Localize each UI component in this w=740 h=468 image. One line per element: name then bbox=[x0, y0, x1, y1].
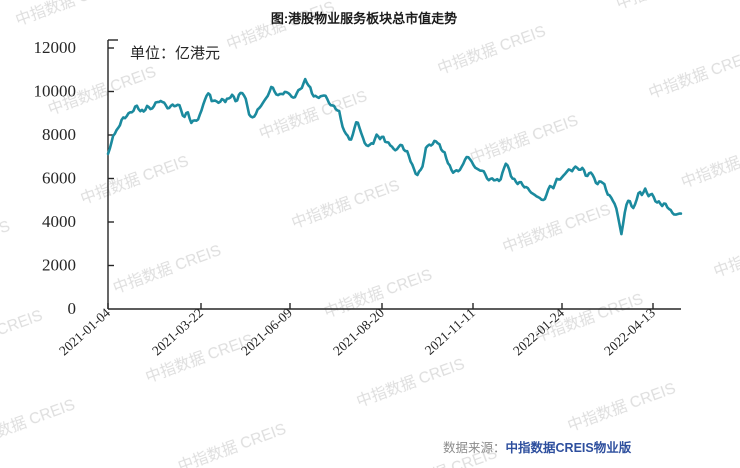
svg-text:2022-04-13: 2022-04-13 bbox=[601, 305, 658, 358]
svg-text:单位：亿港元: 单位：亿港元 bbox=[130, 45, 220, 62]
svg-text:2022-01-24: 2022-01-24 bbox=[510, 305, 567, 358]
svg-text:2021-08-20: 2021-08-20 bbox=[330, 305, 387, 358]
svg-text:4000: 4000 bbox=[42, 212, 76, 231]
svg-text:10000: 10000 bbox=[34, 82, 77, 101]
svg-text:2000: 2000 bbox=[42, 256, 76, 275]
svg-text:0: 0 bbox=[68, 299, 77, 318]
svg-text:6000: 6000 bbox=[42, 169, 76, 188]
svg-text:2021-11-11: 2021-11-11 bbox=[422, 305, 478, 358]
svg-text:2021-03-22: 2021-03-22 bbox=[149, 305, 206, 358]
svg-text:2021-01-04: 2021-01-04 bbox=[56, 305, 113, 358]
svg-text:2021-06-09: 2021-06-09 bbox=[238, 305, 295, 358]
svg-text:8000: 8000 bbox=[42, 125, 76, 144]
svg-text:数据来源：中指数据CREIS物业版: 数据来源：中指数据CREIS物业版 bbox=[443, 440, 632, 455]
svg-text:图:港股物业服务板块总市值走势: 图:港股物业服务板块总市值走势 bbox=[271, 11, 457, 26]
svg-text:12000: 12000 bbox=[34, 38, 77, 57]
